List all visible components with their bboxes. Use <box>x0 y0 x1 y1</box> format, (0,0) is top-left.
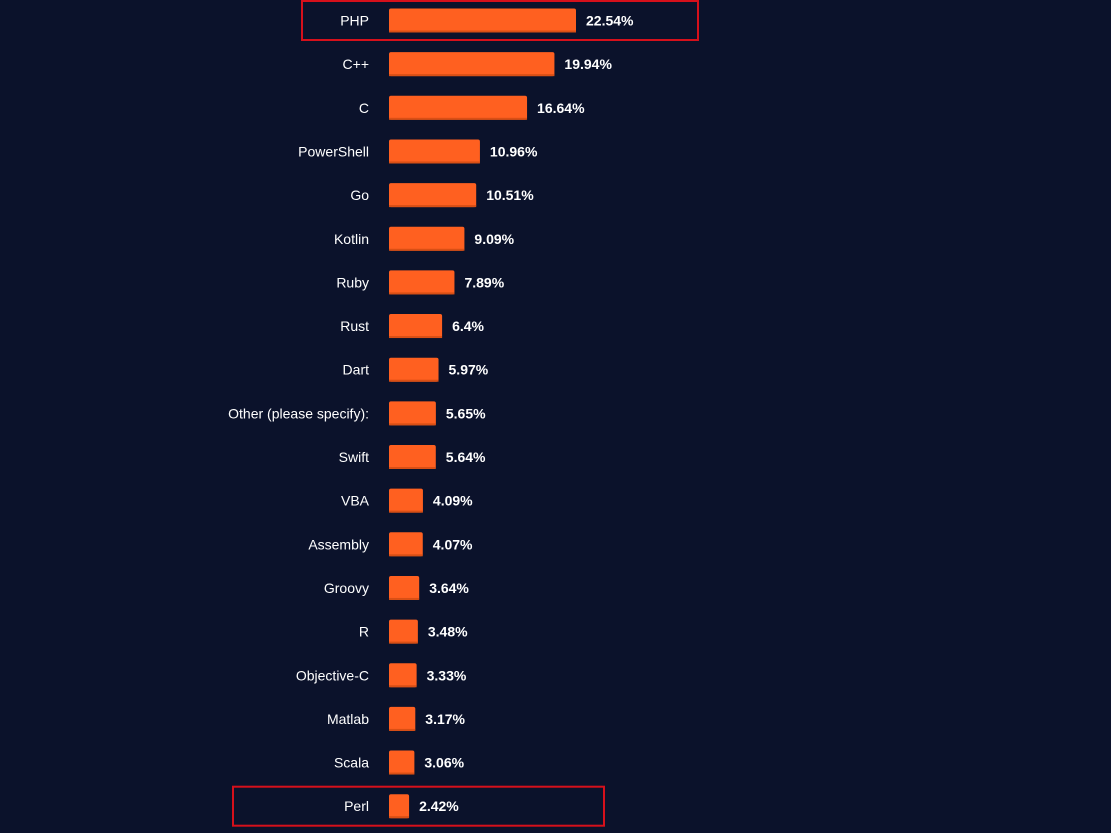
bar-shadow-other-please-specify <box>389 423 436 426</box>
bar-ruby[interactable] <box>389 270 455 295</box>
category-label-swift: Swift <box>339 449 369 465</box>
category-label-kotlin: Kotlin <box>334 231 369 247</box>
bar-shadow-c <box>389 117 528 120</box>
value-label-perl: 2.42% <box>419 798 459 814</box>
value-label-rust: 6.4% <box>452 318 484 334</box>
highlight-box-php <box>301 0 699 41</box>
bar-other-please-specify[interactable] <box>389 401 436 426</box>
value-label-scala: 3.06% <box>424 755 464 771</box>
bar-shadow-vba <box>389 510 423 513</box>
value-label-c: 16.64% <box>537 100 585 116</box>
bar-shadow-perl <box>389 816 410 819</box>
bar-shadow-matlab <box>389 728 416 731</box>
bar-r[interactable] <box>389 619 418 644</box>
bar-vba[interactable] <box>389 488 423 513</box>
bar-go[interactable] <box>389 183 477 208</box>
value-label-swift: 5.64% <box>446 449 486 465</box>
bar-objective-c[interactable] <box>389 663 417 688</box>
bar-shadow-rust <box>389 336 443 339</box>
category-label-assembly: Assembly <box>308 536 369 552</box>
category-label-go: Go <box>350 187 369 203</box>
bar-kotlin[interactable] <box>389 226 465 251</box>
category-label-powershell: PowerShell <box>298 143 369 159</box>
bar-dart[interactable] <box>389 357 439 382</box>
bar-c[interactable] <box>389 95 528 120</box>
category-label-r: R <box>359 624 369 640</box>
bar-swift[interactable] <box>389 445 436 469</box>
value-label-kotlin: 9.09% <box>474 231 514 247</box>
bar-scala[interactable] <box>389 750 415 775</box>
bar-shadow-kotlin <box>389 248 465 251</box>
value-label-groovy: 3.64% <box>429 580 469 596</box>
value-label-assembly: 4.07% <box>433 536 473 552</box>
bar-matlab[interactable] <box>389 706 416 731</box>
bar-shadow-dart <box>389 379 439 382</box>
bar-perl[interactable] <box>389 794 410 819</box>
bar-shadow-ruby <box>389 292 455 295</box>
category-label-objective-c: Objective-C <box>296 667 369 683</box>
bar-php[interactable] <box>389 8 576 33</box>
bar-shadow-scala <box>389 772 415 775</box>
bar-shadow-go <box>389 205 477 208</box>
value-label-objective-c: 3.33% <box>427 667 467 683</box>
bar-shadow-r <box>389 641 418 644</box>
value-label-r: 3.48% <box>428 624 468 640</box>
category-label-groovy: Groovy <box>324 580 369 596</box>
category-label-matlab: Matlab <box>327 711 369 727</box>
highlight-box-perl <box>232 785 605 827</box>
category-label-scala: Scala <box>334 755 369 771</box>
bar-assembly[interactable] <box>389 532 423 557</box>
category-label-php: PHP <box>340 13 369 29</box>
category-label-vba: VBA <box>341 493 370 509</box>
value-label-dart: 5.97% <box>449 362 489 378</box>
value-label-cpp: 19.94% <box>564 56 612 72</box>
value-label-other-please-specify: 5.65% <box>446 405 486 421</box>
category-label-rust: Rust <box>340 318 369 334</box>
category-label-dart: Dart <box>343 362 370 378</box>
bar-shadow-assembly <box>389 554 423 557</box>
bar-powershell[interactable] <box>389 139 480 164</box>
category-label-perl: Perl <box>344 798 369 814</box>
category-label-ruby: Ruby <box>336 274 369 290</box>
value-label-go: 10.51% <box>486 187 534 203</box>
bar-rust[interactable] <box>389 314 443 339</box>
bar-groovy[interactable] <box>389 575 420 600</box>
bar-cpp[interactable] <box>389 52 555 77</box>
value-label-ruby: 7.89% <box>464 274 504 290</box>
bar-shadow-php <box>389 30 576 33</box>
bar-shadow-swift <box>389 467 436 469</box>
bar-shadow-cpp <box>389 74 555 77</box>
value-label-vba: 4.09% <box>433 493 473 509</box>
category-label-c: C <box>359 100 369 116</box>
category-label-cpp: C++ <box>343 56 369 72</box>
value-label-matlab: 3.17% <box>425 711 465 727</box>
value-label-powershell: 10.96% <box>490 143 538 159</box>
category-label-other-please-specify: Other (please specify): <box>228 405 369 421</box>
bar-shadow-groovy <box>389 597 420 600</box>
bar-shadow-objective-c <box>389 685 417 688</box>
value-label-php: 22.54% <box>586 13 634 29</box>
bar-shadow-powershell <box>389 161 480 164</box>
